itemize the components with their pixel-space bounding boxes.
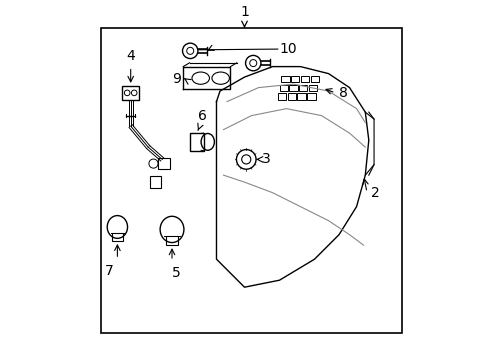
Bar — [297, 93, 305, 100]
Text: 1: 1 — [240, 5, 248, 19]
Bar — [299, 85, 307, 91]
Bar — [122, 86, 139, 100]
Bar — [149, 176, 161, 188]
Text: 2: 2 — [370, 186, 379, 200]
Bar — [300, 76, 308, 82]
Text: 4: 4 — [126, 49, 135, 63]
Bar — [101, 28, 401, 333]
Text: 7: 7 — [105, 265, 114, 278]
Bar — [308, 85, 317, 91]
Text: 6: 6 — [198, 109, 206, 123]
Bar — [289, 85, 297, 91]
Bar — [310, 76, 318, 82]
Bar — [287, 93, 295, 100]
Bar — [190, 133, 203, 150]
Bar — [281, 76, 289, 82]
Text: 3: 3 — [262, 152, 270, 166]
Text: 8: 8 — [338, 86, 347, 100]
Text: 5: 5 — [171, 266, 180, 280]
Bar — [277, 93, 285, 100]
Bar — [290, 76, 299, 82]
Text: 9: 9 — [172, 72, 181, 86]
Bar — [279, 85, 287, 91]
Text: 10: 10 — [279, 42, 297, 56]
Bar — [306, 93, 315, 100]
Bar — [157, 158, 170, 169]
